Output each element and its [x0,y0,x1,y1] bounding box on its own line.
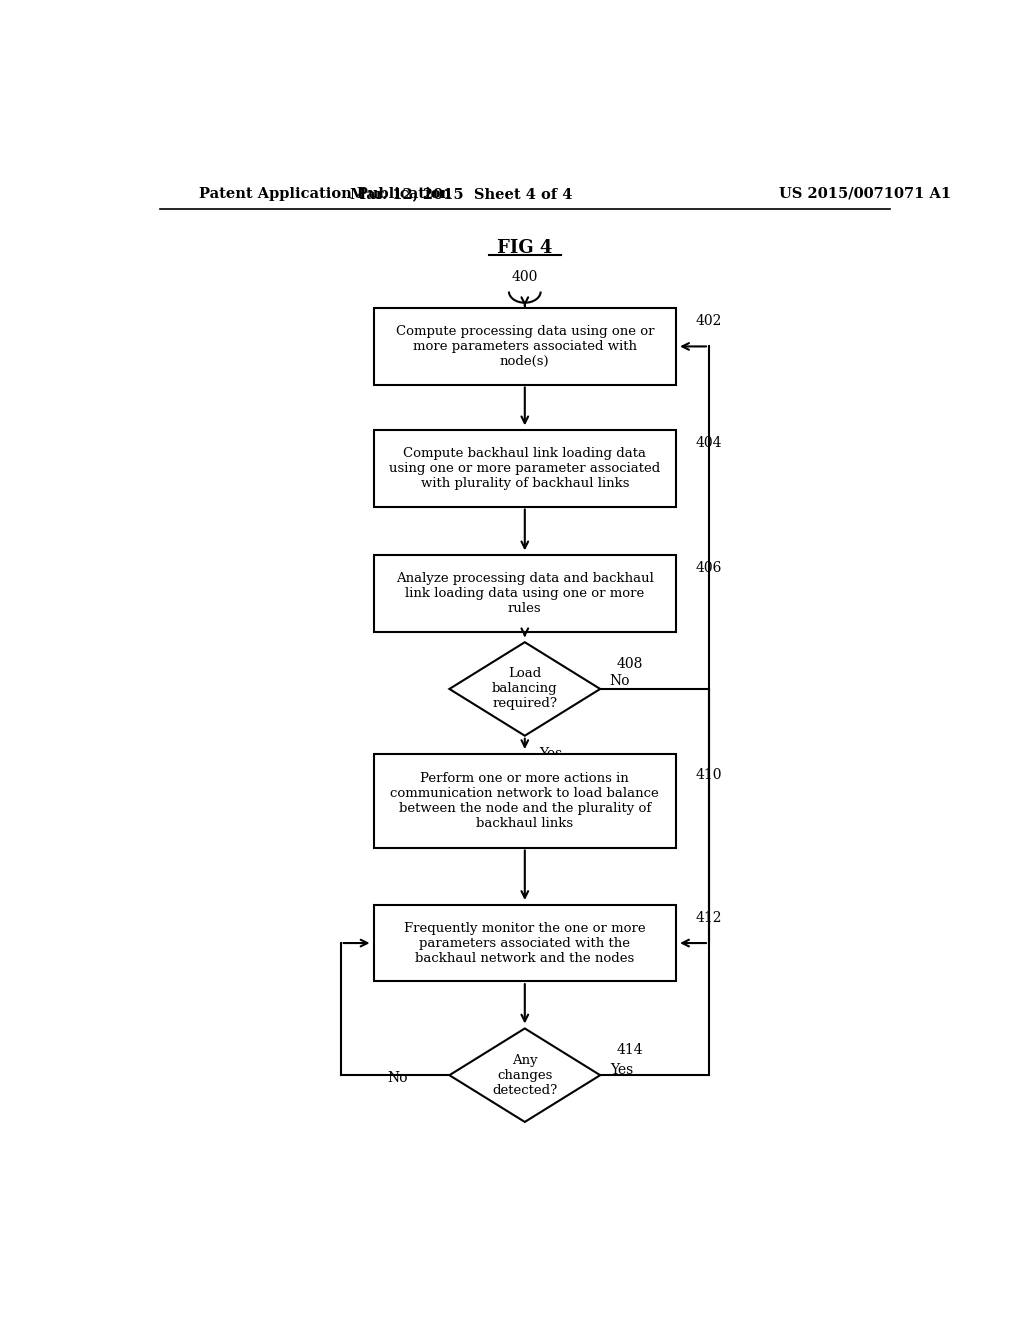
Text: Mar. 12, 2015  Sheet 4 of 4: Mar. 12, 2015 Sheet 4 of 4 [350,187,572,201]
Text: 412: 412 [695,911,722,924]
Text: Compute processing data using one or
more parameters associated with
node(s): Compute processing data using one or mor… [395,325,654,368]
Text: Any
changes
detected?: Any changes detected? [493,1053,557,1097]
Text: Compute backhaul link loading data
using one or more parameter associated
with p: Compute backhaul link loading data using… [389,447,660,490]
FancyBboxPatch shape [374,556,676,631]
Text: Load
balancing
required?: Load balancing required? [492,668,558,710]
Text: Yes: Yes [609,1063,633,1077]
Text: Patent Application Publication: Patent Application Publication [200,187,452,201]
Text: Frequently monitor the one or more
parameters associated with the
backhaul netwo: Frequently monitor the one or more param… [404,921,645,965]
Polygon shape [450,643,600,735]
Text: Analyze processing data and backhaul
link loading data using one or more
rules: Analyze processing data and backhaul lin… [396,572,653,615]
Polygon shape [450,1028,600,1122]
FancyBboxPatch shape [374,309,676,384]
Text: 404: 404 [695,436,722,450]
FancyBboxPatch shape [374,754,676,847]
Text: No: No [387,1072,409,1085]
FancyBboxPatch shape [374,906,676,981]
Text: 400: 400 [512,271,538,284]
Text: Yes: Yes [539,747,562,762]
Text: FIG 4: FIG 4 [497,239,553,257]
Text: 408: 408 [616,656,642,671]
FancyBboxPatch shape [374,430,676,507]
Text: US 2015/0071071 A1: US 2015/0071071 A1 [778,187,951,201]
Text: 410: 410 [695,768,722,783]
Text: 414: 414 [616,1043,643,1057]
Text: No: No [609,673,630,688]
Text: 406: 406 [695,561,722,576]
Text: Perform one or more actions in
communication network to load balance
between the: Perform one or more actions in communica… [390,772,659,830]
Text: 402: 402 [695,314,722,329]
